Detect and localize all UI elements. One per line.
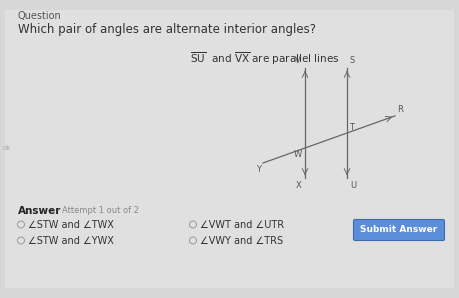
Text: $\overline{\mathrm{SU}}$: $\overline{\mathrm{SU}}$ bbox=[190, 50, 206, 65]
Text: R: R bbox=[397, 105, 403, 114]
Text: ∠STW and ∠YWX: ∠STW and ∠YWX bbox=[28, 235, 114, 246]
Text: S: S bbox=[350, 56, 355, 65]
Text: Submit Answer: Submit Answer bbox=[360, 226, 437, 235]
Text: Answer: Answer bbox=[18, 206, 62, 216]
Text: ∠STW and ∠TWX: ∠STW and ∠TWX bbox=[28, 220, 114, 229]
Text: and $\overline{\mathrm{VX}}$ are parallel lines: and $\overline{\mathrm{VX}}$ are paralle… bbox=[208, 50, 340, 66]
Text: T: T bbox=[349, 123, 354, 132]
Text: W: W bbox=[294, 150, 302, 159]
Text: Y: Y bbox=[256, 165, 261, 174]
Text: V: V bbox=[295, 56, 301, 65]
Text: U: U bbox=[350, 181, 356, 190]
Text: ok: ok bbox=[3, 145, 11, 151]
Text: Question: Question bbox=[18, 11, 62, 21]
Text: Attempt 1 out of 2: Attempt 1 out of 2 bbox=[62, 206, 139, 215]
Text: Which pair of angles are alternate interior angles?: Which pair of angles are alternate inter… bbox=[18, 23, 316, 36]
FancyBboxPatch shape bbox=[353, 220, 444, 240]
Text: ∠VWT and ∠UTR: ∠VWT and ∠UTR bbox=[200, 220, 284, 229]
Text: ∠VWY and ∠TRS: ∠VWY and ∠TRS bbox=[200, 235, 283, 246]
FancyBboxPatch shape bbox=[5, 10, 454, 288]
Text: X: X bbox=[295, 181, 301, 190]
